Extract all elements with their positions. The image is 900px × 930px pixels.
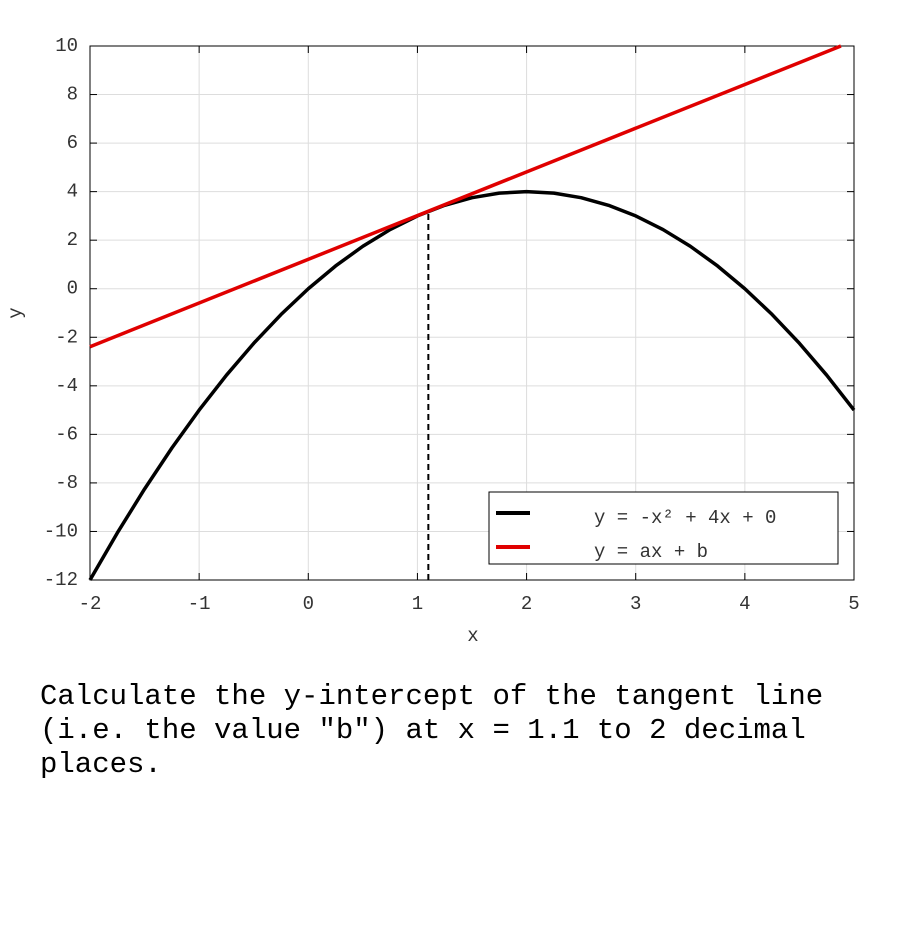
x-tick-label: -2 xyxy=(79,593,102,615)
x-tick-label: 2 xyxy=(521,593,532,615)
x-axis-label: x xyxy=(467,625,478,647)
x-tick-label: 1 xyxy=(412,593,423,615)
series-line xyxy=(88,189,856,581)
plot-frame xyxy=(89,45,855,581)
legend-box xyxy=(488,491,839,565)
y-tick-label: 8 xyxy=(67,84,78,106)
series-line xyxy=(89,44,842,349)
x-tick-label: 4 xyxy=(739,593,750,615)
y-tick-label: -2 xyxy=(55,326,78,348)
y-tick-label: -10 xyxy=(44,520,78,542)
question-text: Calculate the y-intercept of the tangent… xyxy=(40,680,824,781)
x-tick-label: 0 xyxy=(303,593,314,615)
y-axis-label: y xyxy=(5,307,27,318)
y-tick-label: 10 xyxy=(55,35,78,57)
y-tick-label: 0 xyxy=(67,278,78,300)
x-tick-label: -1 xyxy=(188,593,211,615)
y-tick-label: -12 xyxy=(44,569,78,591)
x-tick-label: 5 xyxy=(848,593,859,615)
legend-label: y = ax + b xyxy=(594,541,708,563)
y-tick-label: 4 xyxy=(67,181,78,203)
legend-label: y = -x² + 4x + 0 xyxy=(594,507,776,529)
y-tick-label: 6 xyxy=(67,132,78,154)
y-tick-label: 2 xyxy=(67,229,78,251)
y-tick-label: -8 xyxy=(55,472,78,494)
x-tick-label: 3 xyxy=(630,593,641,615)
y-tick-label: -4 xyxy=(55,375,78,397)
y-tick-label: -6 xyxy=(55,423,78,445)
